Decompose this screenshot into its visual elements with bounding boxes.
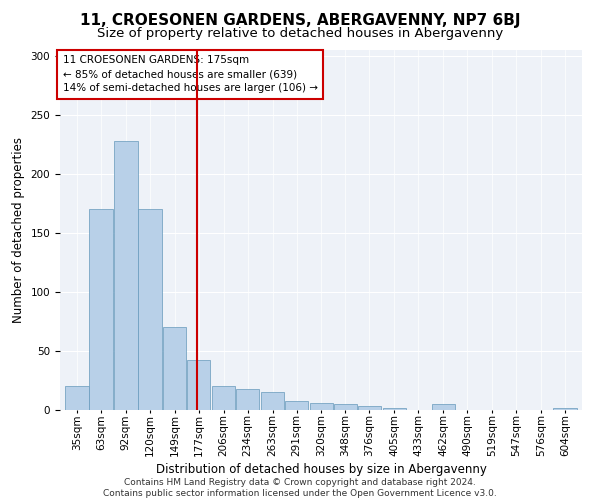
Bar [358, 406, 381, 410]
Bar [383, 408, 406, 410]
Text: 11 CROESONEN GARDENS: 175sqm
← 85% of detached houses are smaller (639)
14% of s: 11 CROESONEN GARDENS: 175sqm ← 85% of de… [62, 56, 317, 94]
Bar [212, 386, 235, 410]
Bar [114, 141, 137, 410]
Bar [89, 210, 113, 410]
Text: Contains HM Land Registry data © Crown copyright and database right 2024.
Contai: Contains HM Land Registry data © Crown c… [103, 478, 497, 498]
Text: 11, CROESONEN GARDENS, ABERGAVENNY, NP7 6BJ: 11, CROESONEN GARDENS, ABERGAVENNY, NP7 … [80, 12, 520, 28]
Bar [431, 404, 455, 410]
Bar [65, 386, 89, 410]
Bar [138, 210, 161, 410]
Bar [553, 408, 577, 410]
Bar [236, 389, 259, 410]
Text: Size of property relative to detached houses in Abergavenny: Size of property relative to detached ho… [97, 28, 503, 40]
Bar [163, 328, 187, 410]
Y-axis label: Number of detached properties: Number of detached properties [12, 137, 25, 323]
Bar [261, 392, 284, 410]
Bar [187, 360, 211, 410]
Bar [310, 403, 333, 410]
Bar [285, 400, 308, 410]
Bar [334, 404, 357, 410]
X-axis label: Distribution of detached houses by size in Abergavenny: Distribution of detached houses by size … [155, 463, 487, 476]
